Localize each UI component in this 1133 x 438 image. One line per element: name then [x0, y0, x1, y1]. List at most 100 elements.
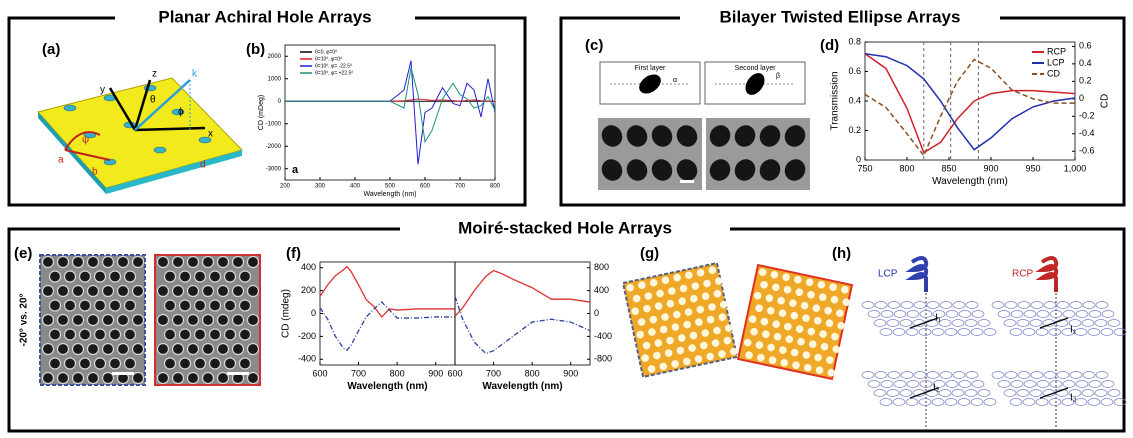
sem-pore — [65, 300, 76, 311]
inset-label: a — [292, 164, 299, 176]
sem-pore — [188, 373, 199, 384]
angle-label: ψ — [82, 135, 89, 146]
legend-label: LCP — [1047, 57, 1065, 67]
sem-pore — [65, 329, 76, 340]
grid-hole — [906, 329, 918, 336]
grid-hole — [887, 320, 899, 327]
grid-hole — [971, 329, 983, 336]
axis-label: k — [192, 69, 198, 80]
y2-tick-label: -0.2 — [1079, 111, 1095, 121]
plot-frame — [865, 42, 1075, 160]
sem-pore — [118, 315, 129, 326]
sem-pore — [110, 271, 121, 282]
grid-hole — [1063, 381, 1075, 388]
x-tick-label: 600 — [447, 368, 462, 378]
sem-pore — [133, 373, 144, 384]
sem-pore — [158, 286, 169, 297]
x-tick-label: 900 — [428, 368, 443, 378]
sem-pore — [118, 257, 129, 268]
grid-hole — [894, 381, 906, 388]
grid-hole — [959, 381, 971, 388]
sem-pore — [165, 329, 176, 340]
sem-pore — [125, 300, 136, 311]
sem-pore — [188, 257, 199, 268]
y-tick-label: -400 — [298, 354, 316, 364]
y-tick-label: 0 — [594, 308, 599, 318]
sem-pore — [73, 286, 84, 297]
sem-pore — [125, 358, 136, 369]
grid-hole — [1088, 329, 1100, 336]
lattice-label: b — [92, 167, 98, 178]
sem-pore — [110, 329, 121, 340]
grid-hole — [1096, 372, 1108, 379]
y-axis-label: CD (mdeg) — [281, 289, 292, 338]
x-tick-label: 500 — [385, 184, 396, 190]
sem-pore — [110, 300, 121, 311]
layer-label: First layer — [635, 65, 666, 72]
sem-pore — [188, 344, 199, 355]
grid-hole — [971, 399, 983, 406]
sem-pore — [218, 286, 229, 297]
sem-pore — [118, 286, 129, 297]
grid-hole — [1036, 399, 1048, 406]
grid-hole — [893, 399, 905, 406]
sem-pore — [50, 271, 61, 282]
x-axis-label: Wavelength (nm) — [482, 381, 562, 392]
sem-pore — [65, 271, 76, 282]
grid-hole — [1005, 372, 1017, 379]
grid-hole — [888, 302, 900, 309]
grid-hole — [939, 390, 951, 397]
hole — [64, 105, 76, 111]
grid-hole — [1010, 329, 1022, 336]
grid-hole — [919, 399, 931, 406]
sem-pore — [233, 286, 244, 297]
sem-pore — [218, 257, 229, 268]
sem-pore — [73, 344, 84, 355]
x-tick-label: 700 — [486, 368, 501, 378]
grid-hole — [953, 302, 965, 309]
grid-hole — [1070, 372, 1082, 379]
grid-hole — [874, 320, 886, 327]
sem-pore — [73, 373, 84, 384]
y-tick-label: 800 — [594, 262, 609, 272]
sem-pore — [203, 373, 214, 384]
grid-hole — [1083, 372, 1095, 379]
grid-hole — [880, 329, 892, 336]
grid-hole — [862, 302, 874, 309]
sem-pore — [88, 344, 99, 355]
grid-hole — [1096, 302, 1108, 309]
grid-hole — [966, 372, 978, 379]
sem-pore — [133, 286, 144, 297]
y-tick-label: 1000 — [268, 76, 282, 82]
sem-pore — [180, 329, 191, 340]
x-tick-label: 800 — [525, 368, 540, 378]
sem-pore — [88, 257, 99, 268]
grid-hole — [881, 311, 893, 318]
sem-pore — [240, 300, 251, 311]
y-tick-label: -400 — [594, 331, 612, 341]
angle-label: α — [673, 77, 677, 84]
grid-hole — [978, 390, 990, 397]
sem-pore — [88, 373, 99, 384]
series-line — [285, 68, 495, 142]
sem-pore — [203, 257, 214, 268]
panel-label: (c) — [585, 37, 603, 54]
grid-hole — [965, 320, 977, 327]
grid-hole — [1011, 311, 1023, 318]
panel-label: (b) — [246, 41, 265, 58]
x-tick-label: 900 — [983, 163, 998, 173]
axis-label: z — [152, 69, 157, 80]
sem-pore — [195, 300, 206, 311]
sem-pore — [225, 329, 236, 340]
grid-hole — [900, 320, 912, 327]
grid-hole — [958, 399, 970, 406]
grid-hole — [1010, 399, 1022, 406]
grid-hole — [893, 329, 905, 336]
grid-hole — [1095, 390, 1107, 397]
grid-hole — [1024, 311, 1036, 318]
sem-pore — [43, 315, 54, 326]
grid-hole — [1005, 302, 1017, 309]
sem-pore — [210, 358, 221, 369]
grid-hole — [1017, 320, 1029, 327]
grid-hole — [888, 372, 900, 379]
